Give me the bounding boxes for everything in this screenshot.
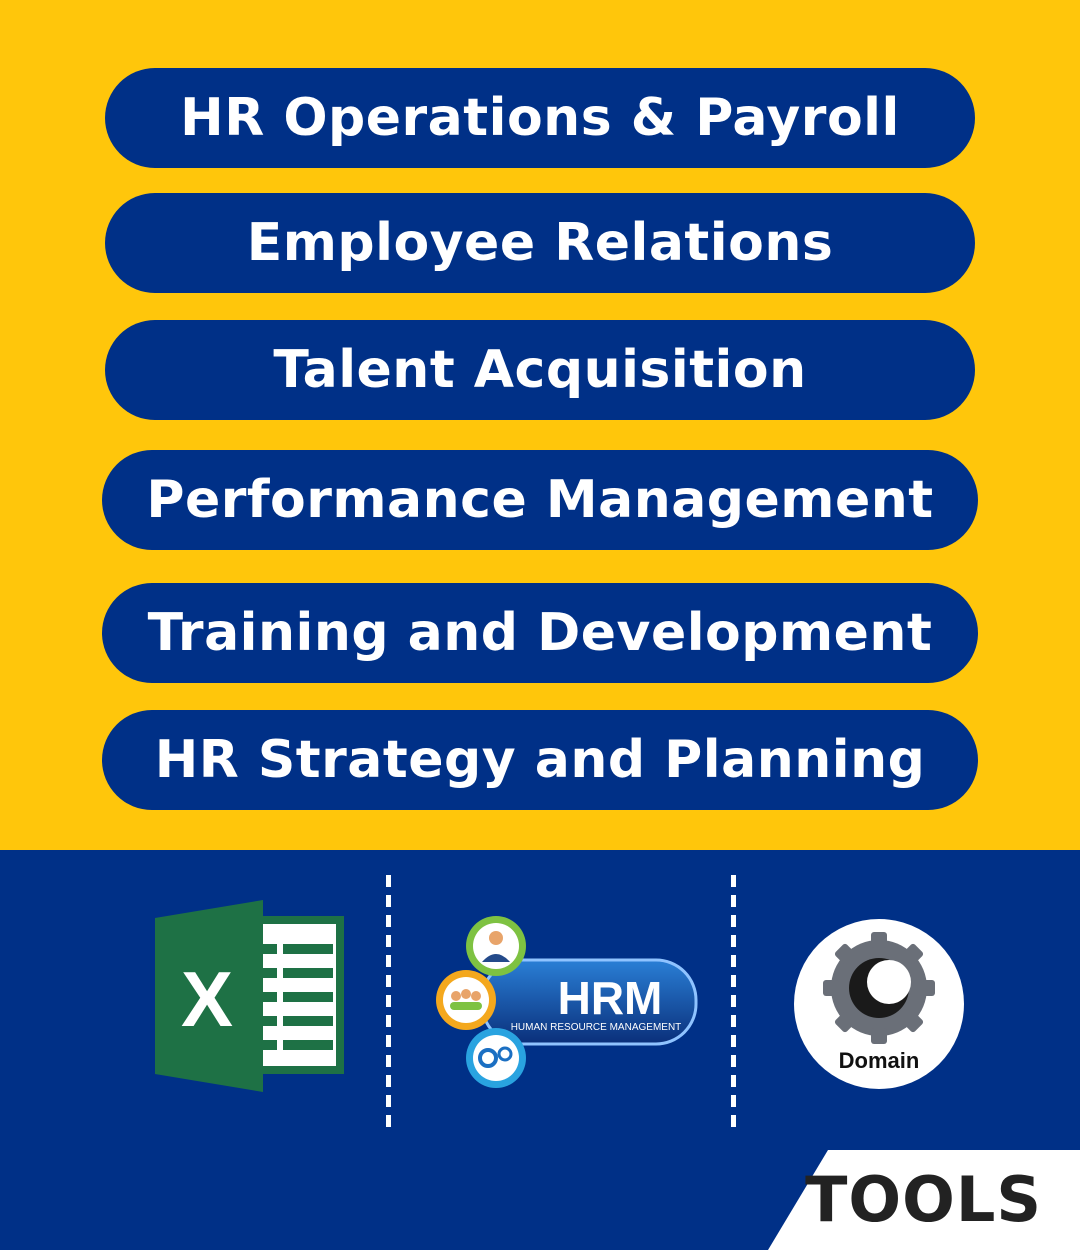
category-hr-strategy-planning[interactable]: HR Strategy and Planning	[102, 710, 978, 810]
divider-right	[731, 875, 736, 1130]
category-performance-management[interactable]: Performance Management	[102, 450, 978, 550]
category-training-development[interactable]: Training and Development	[102, 583, 978, 683]
category-talent-acquisition[interactable]: Talent Acquisition	[105, 320, 975, 420]
category-label: HR Strategy and Planning	[154, 730, 926, 790]
category-label: HR Operations & Payroll	[180, 88, 900, 148]
domain-label: Domain	[839, 1048, 920, 1073]
category-label: Training and Development	[147, 603, 933, 663]
tools-tag	[768, 1150, 1080, 1250]
tools-label: TOOLS	[805, 1163, 1042, 1236]
categories-section: HR Operations & Payroll Employee Relatio…	[102, 68, 978, 810]
hrm-icon: HRM HUMAN RESOURCE MANAGEMENT	[430, 914, 700, 1092]
divider-left	[386, 875, 391, 1130]
excel-letter: X	[181, 955, 233, 1043]
hrm-subtitle: HUMAN RESOURCE MANAGEMENT	[511, 1022, 682, 1033]
category-employee-relations[interactable]: Employee Relations	[105, 193, 975, 293]
category-label: Performance Management	[146, 470, 934, 530]
category-label: Talent Acquisition	[273, 340, 807, 400]
category-label: Employee Relations	[246, 213, 834, 273]
hrm-title: HRM	[558, 972, 663, 1024]
category-hr-operations-payroll[interactable]: HR Operations & Payroll	[105, 68, 975, 168]
excel-icon: X	[155, 900, 345, 1092]
domain-logo: Domain	[793, 918, 965, 1090]
